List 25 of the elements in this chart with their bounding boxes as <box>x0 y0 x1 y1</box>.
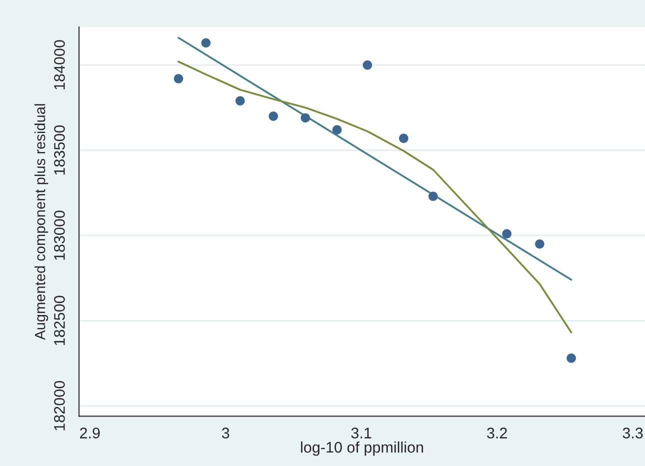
point <box>235 96 245 106</box>
y-tick-label: 182000 <box>54 381 65 430</box>
y-tick-label: 183000 <box>54 210 65 260</box>
point <box>399 134 408 143</box>
point <box>362 60 372 70</box>
x-tick-label: 3.1 <box>351 428 372 438</box>
y-axis-title: Augmented component plus residual <box>34 104 48 340</box>
x-tick-label: 3.3 <box>622 428 643 438</box>
point <box>201 38 211 48</box>
y-tick-label: 182500 <box>54 296 65 346</box>
point <box>535 239 544 249</box>
point <box>300 113 310 123</box>
point <box>428 192 438 201</box>
y-tick-label: 183500 <box>54 125 65 175</box>
x-axis-title: log-10 of ppmillion <box>301 441 424 456</box>
point <box>268 112 278 121</box>
x-tick-label: 2.9 <box>80 428 100 438</box>
y-tick-label: 184000 <box>54 40 65 90</box>
point <box>332 125 342 134</box>
line-series <box>178 60 572 334</box>
point <box>502 229 512 238</box>
point <box>174 74 184 84</box>
x-tick-label: 3 <box>222 428 230 438</box>
point <box>566 354 576 363</box>
x-tick-label: 3.2 <box>487 428 507 438</box>
